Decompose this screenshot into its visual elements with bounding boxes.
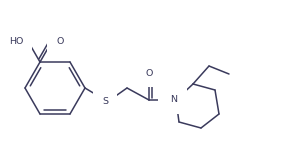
Text: O: O — [56, 37, 63, 47]
Text: O: O — [145, 69, 153, 78]
Text: S: S — [102, 97, 108, 105]
Text: N: N — [170, 95, 178, 104]
Text: HO: HO — [9, 37, 23, 47]
Text: N: N — [167, 95, 175, 105]
